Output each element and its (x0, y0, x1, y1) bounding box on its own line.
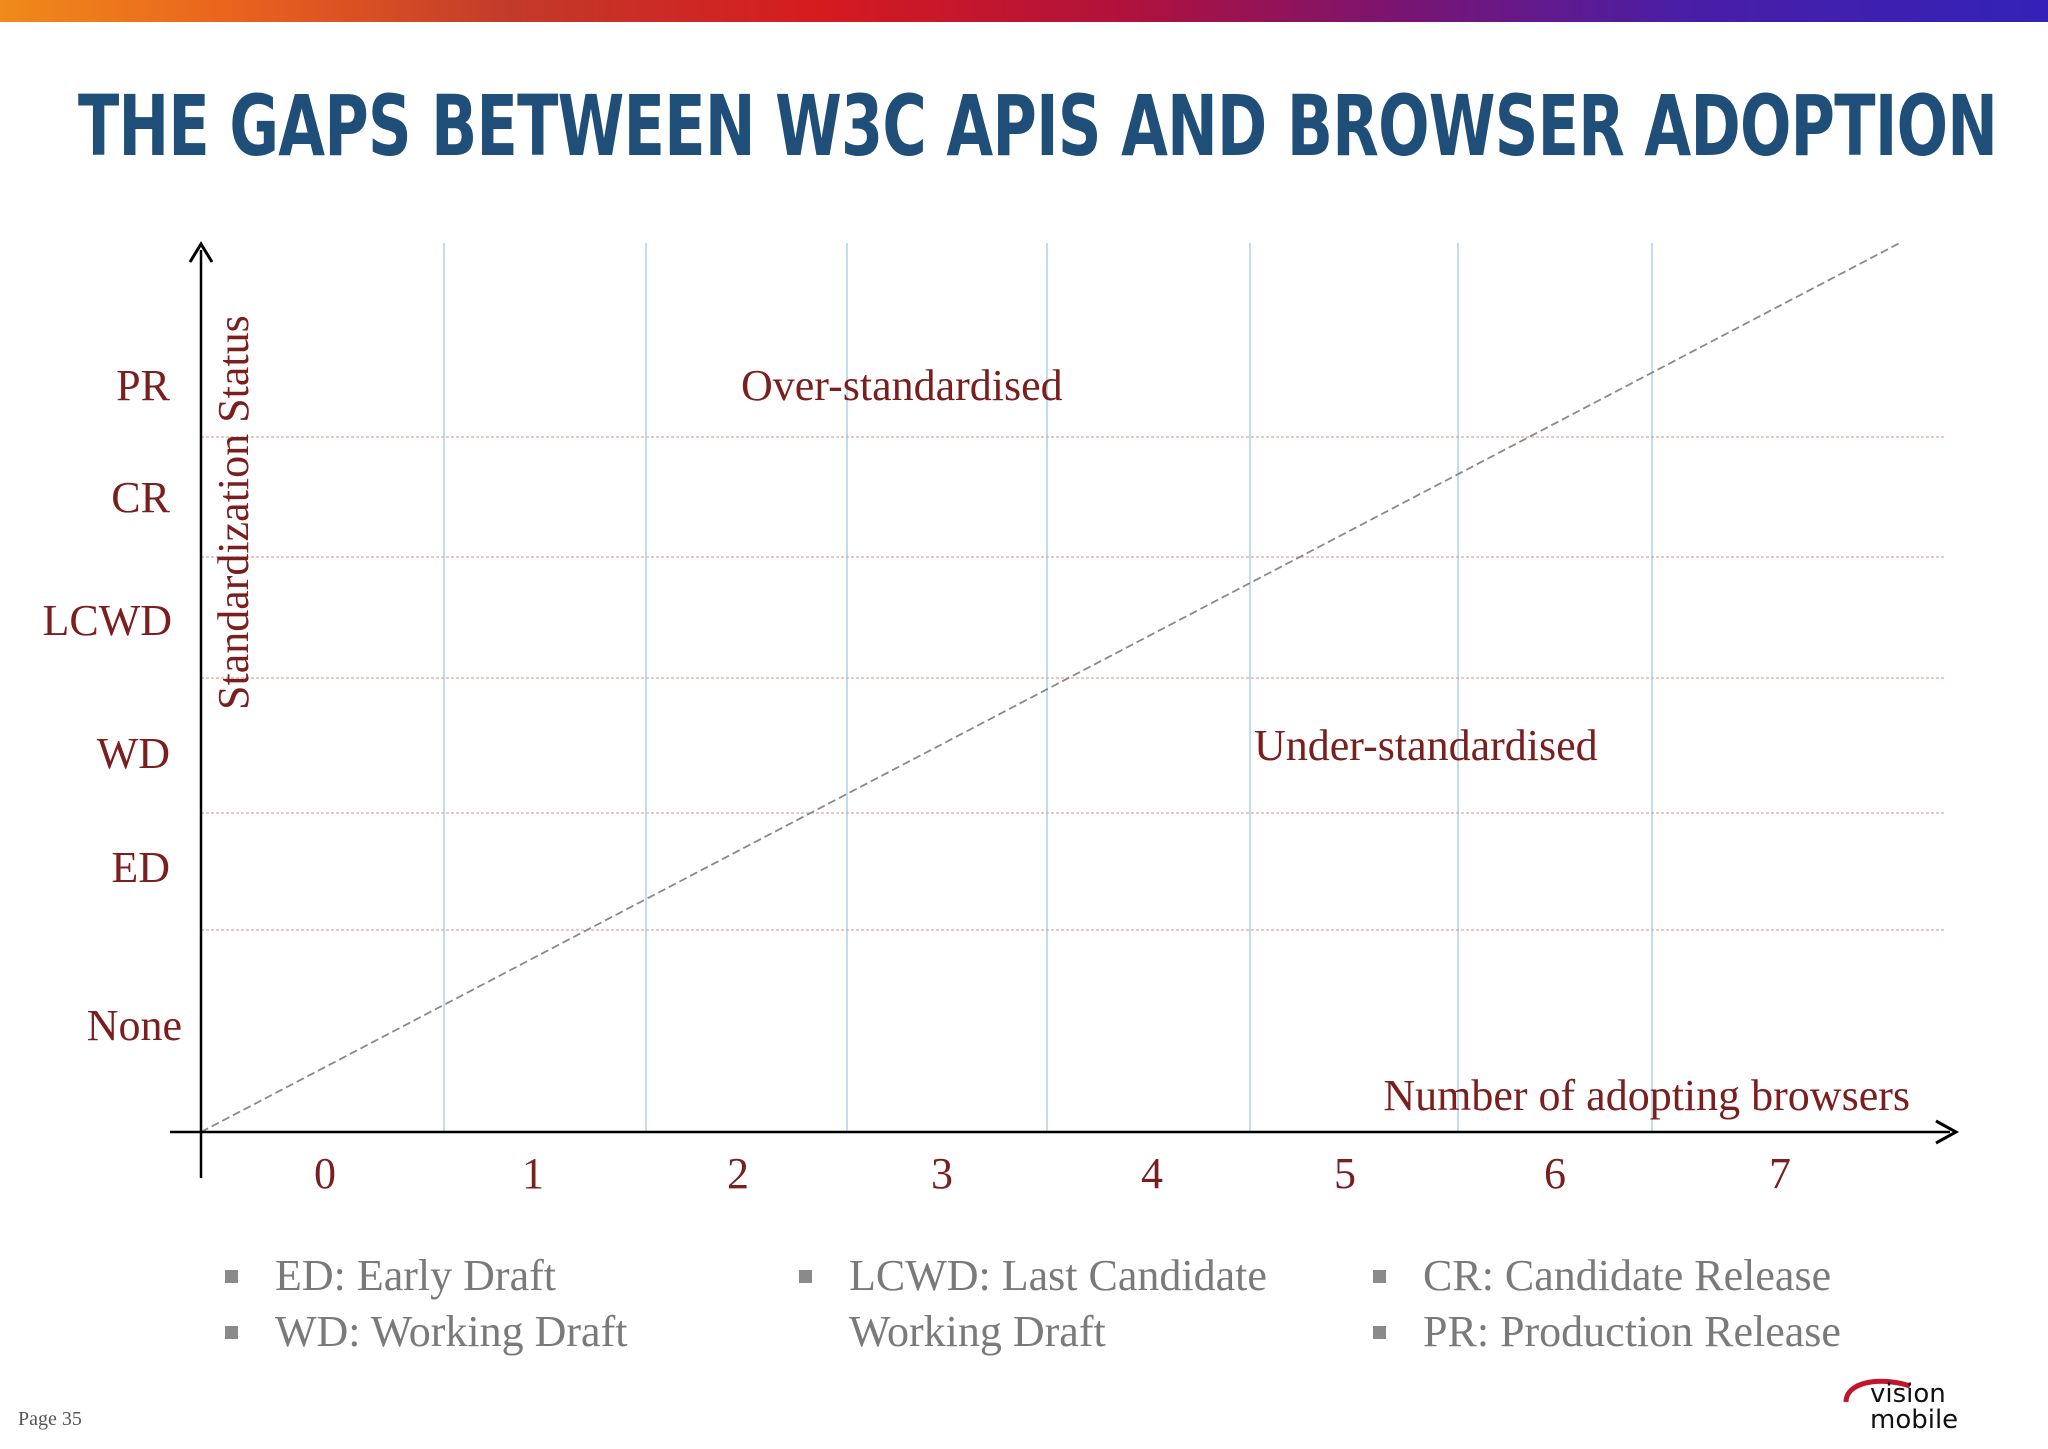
vision-mobile-logo: vision mobile (1843, 1378, 1958, 1432)
x-tick-label: 7 (1769, 1149, 1791, 1198)
y-tick-label: CR (111, 473, 170, 522)
bullet-icon (225, 1270, 238, 1283)
y-axis-arrow-icon (188, 241, 214, 263)
logo-swoosh-icon (1843, 1378, 1911, 1403)
x-axis-title: Number of adopting browsers (1383, 1071, 1910, 1120)
diagonal-series-line (200, 242, 1901, 1133)
bullet-icon (799, 1270, 812, 1283)
under-standardised-label: Under-standardised (1254, 721, 1598, 770)
x-tick-label: 3 (931, 1149, 953, 1198)
bullet-icon (225, 1326, 238, 1339)
x-tick-label: 4 (1141, 1149, 1163, 1198)
y-axis-title: Standardization Status (209, 315, 258, 710)
over-standardised-label: Over-standardised (741, 361, 1063, 410)
legend-item-cr: CR: Candidate Release (1373, 1250, 1831, 1303)
gradient-top-bar (0, 0, 2048, 22)
bullet-icon (1373, 1270, 1386, 1283)
logo-vision-text: vision (1870, 1379, 1946, 1409)
page-number: Page 35 (18, 1408, 82, 1430)
legend-item-ed: ED: Early Draft (225, 1250, 556, 1303)
legend-item-lcwd: LCWD: Last Candidate (799, 1250, 1267, 1303)
x-tick-label: 1 (522, 1149, 544, 1198)
x-axis-arrow-icon (1935, 1119, 1960, 1145)
legend-item-lcwd-cont: Working Draft (849, 1307, 1106, 1356)
x-tick-label: 0 (314, 1149, 336, 1198)
x-tick-label: 2 (727, 1149, 749, 1198)
x-tick-label: 5 (1334, 1149, 1356, 1198)
y-tick-label: PR (116, 361, 170, 410)
slide-title: THE GAPS BETWEEN W3C APIS AND BROWSER AD… (78, 77, 1998, 175)
logo-mobile-text: mobile (1870, 1405, 1958, 1432)
legend-item-pr: PR: Production Release (1373, 1306, 1841, 1359)
y-tick-label: None (87, 1001, 182, 1050)
y-tick-label: WD (97, 729, 170, 778)
y-tick-label: LCWD (42, 596, 172, 645)
bullet-icon (1373, 1326, 1386, 1339)
y-tick-label: ED (111, 843, 170, 892)
legend-item-wd: WD: Working Draft (225, 1306, 627, 1359)
x-tick-label: 6 (1544, 1149, 1566, 1198)
